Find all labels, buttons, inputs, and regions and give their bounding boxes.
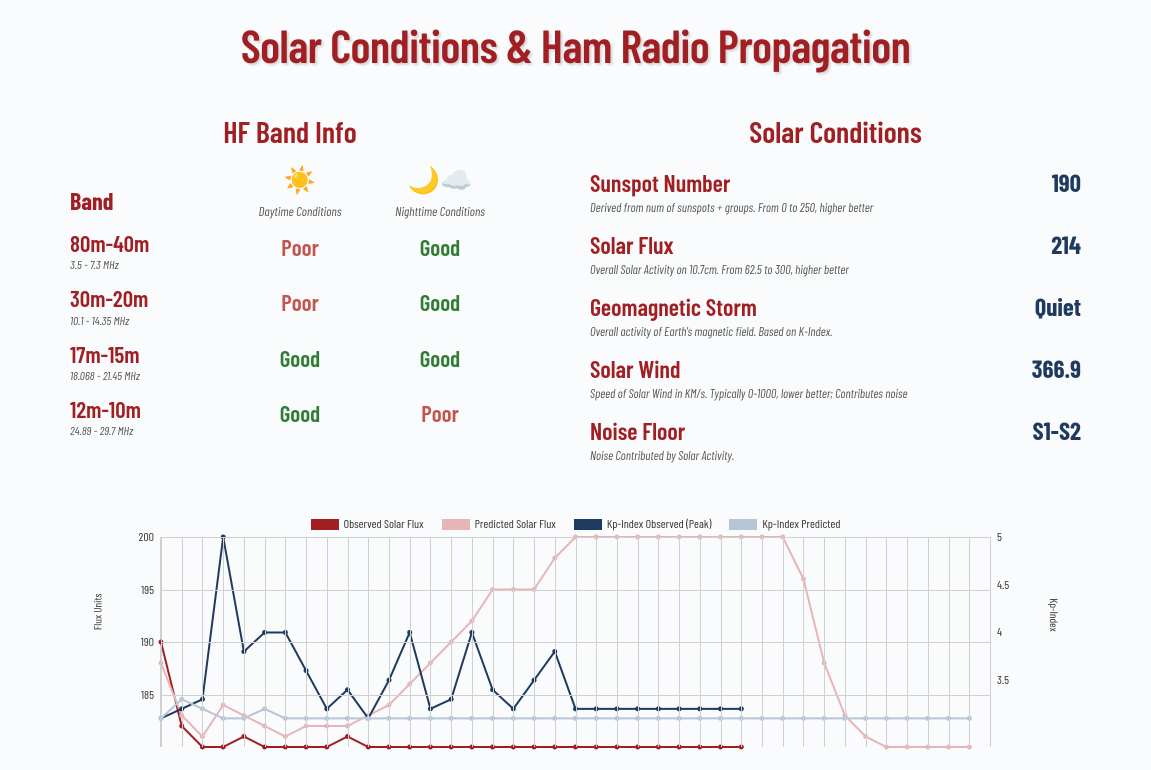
band-name: 30m-20m — [70, 286, 230, 311]
hf-band-row: 30m-20m 10.1 - 14.35 MHz Poor Good — [70, 286, 510, 327]
band-frequency: 3.5 - 7.3 MHz — [70, 258, 230, 272]
nighttime-condition: Good — [370, 231, 510, 261]
legend-label: Predicted Solar Flux — [475, 517, 556, 531]
legend-item: Kp-Index Predicted — [729, 517, 840, 531]
daytime-column-header: ☀️ Daytime Conditions — [230, 167, 370, 219]
legend-item: Kp-Index Observed (Peak) — [574, 517, 712, 531]
axis-tick: 185 — [141, 688, 154, 702]
chart-plot-area — [160, 537, 991, 747]
band-frequency: 10.1 - 14.35 MHz — [70, 314, 230, 328]
axis-tick: 200 — [139, 530, 154, 544]
nighttime-label: Nighttime Conditions — [370, 203, 510, 219]
hf-band-panel: HF Band Info Band ☀️ Daytime Conditions … — [70, 113, 510, 477]
legend-label: Kp-Index Predicted — [762, 517, 840, 531]
band-frequency: 18.068 - 21.45 MHz — [70, 369, 230, 383]
chart-series-line — [161, 699, 969, 718]
y-axis-right: Kp-Index 54.543.5 — [991, 537, 1051, 747]
metric-description: Noise Contributed by Solar Activity. — [590, 447, 1081, 463]
hf-band-row: 80m-40m 3.5 - 7.3 MHz Poor Good — [70, 231, 510, 272]
metric-description: Overall activity of Earth's magnetic fie… — [590, 323, 1081, 339]
legend-item: Predicted Solar Flux — [442, 517, 556, 531]
metric-label: Solar Wind — [590, 354, 680, 383]
legend-label: Observed Solar Flux — [344, 517, 424, 531]
nighttime-condition: Good — [370, 342, 510, 372]
metric-description: Overall Solar Activity on 10.7cm. From 6… — [590, 261, 1081, 277]
metric-label: Geomagnetic Storm — [590, 292, 757, 321]
nighttime-column-header: 🌙☁️ Nighttime Conditions — [370, 167, 510, 219]
metric-row: Solar Flux 214 Overall Solar Activity on… — [590, 229, 1081, 277]
band-name: 80m-40m — [70, 231, 230, 256]
sun-icon: ☀️ — [230, 167, 370, 193]
solar-section-title: Solar Conditions — [590, 113, 1081, 149]
metric-label: Noise Floor — [590, 416, 685, 445]
y-axis-left: Flux Units 200195190185 — [100, 537, 160, 747]
band-name: 17m-15m — [70, 342, 230, 367]
axis-tick: 195 — [141, 583, 154, 597]
daytime-condition: Poor — [230, 286, 370, 316]
axis-tick: 3.5 — [997, 673, 1009, 687]
y-axis-left-title: Flux Units — [92, 593, 105, 630]
legend-swatch — [442, 519, 470, 530]
daytime-label: Daytime Conditions — [230, 203, 370, 219]
daytime-condition: Poor — [230, 231, 370, 261]
metric-row: Geomagnetic Storm Quiet Overall activity… — [590, 291, 1081, 339]
metric-row: Sunspot Number 190 Derived from num of s… — [590, 167, 1081, 215]
metric-value: 190 — [1052, 167, 1081, 197]
solar-conditions-panel: Solar Conditions Sunspot Number 190 Deri… — [590, 113, 1081, 477]
nighttime-condition: Good — [370, 286, 510, 316]
hf-band-row: 12m-10m 24.89 - 29.7 MHz Good Poor — [70, 397, 510, 438]
daytime-condition: Good — [230, 342, 370, 372]
axis-tick: 4.5 — [997, 578, 1009, 592]
hf-band-row: 17m-15m 18.068 - 21.45 MHz Good Good — [70, 342, 510, 383]
axis-tick: 4 — [997, 625, 1002, 639]
axis-tick: 190 — [141, 635, 154, 649]
metric-value: 366.9 — [1032, 353, 1081, 383]
chart-legend: Observed Solar Flux Predicted Solar Flux K… — [100, 517, 1051, 531]
metric-value: Quiet — [1035, 291, 1081, 321]
band-name: 12m-10m — [70, 397, 230, 422]
moon-icon: 🌙☁️ — [370, 167, 510, 193]
legend-swatch — [574, 519, 602, 530]
band-frequency: 24.89 - 29.7 MHz — [70, 424, 230, 438]
flux-kp-chart: Observed Solar Flux Predicted Solar Flux K… — [100, 517, 1051, 747]
metric-label: Solar Flux — [590, 230, 674, 259]
metric-row: Solar Wind 366.9 Speed of Solar Wind in … — [590, 353, 1081, 401]
metric-description: Derived from num of sunspots + groups. F… — [590, 199, 1081, 215]
metric-value: 214 — [1051, 229, 1081, 259]
legend-item: Observed Solar Flux — [311, 517, 424, 531]
metric-label: Sunspot Number — [590, 168, 730, 197]
legend-swatch — [729, 519, 757, 530]
metric-description: Speed of Solar Wind in KM/s. Typically 0… — [590, 385, 1081, 401]
legend-label: Kp-Index Observed (Peak) — [607, 517, 712, 531]
metric-row: Noise Floor S1-S2 Noise Contributed by S… — [590, 415, 1081, 463]
axis-tick: 5 — [997, 530, 1002, 544]
nighttime-condition: Poor — [370, 397, 510, 427]
legend-swatch — [311, 519, 339, 530]
y-axis-right-title: Kp-Index — [1047, 598, 1060, 631]
daytime-condition: Good — [230, 397, 370, 427]
page-title: Solar Conditions & Ham Radio Propagation — [0, 18, 1151, 73]
metric-value: S1-S2 — [1032, 415, 1081, 445]
band-column-header: Band — [70, 186, 230, 219]
hf-section-title: HF Band Info — [70, 113, 510, 149]
